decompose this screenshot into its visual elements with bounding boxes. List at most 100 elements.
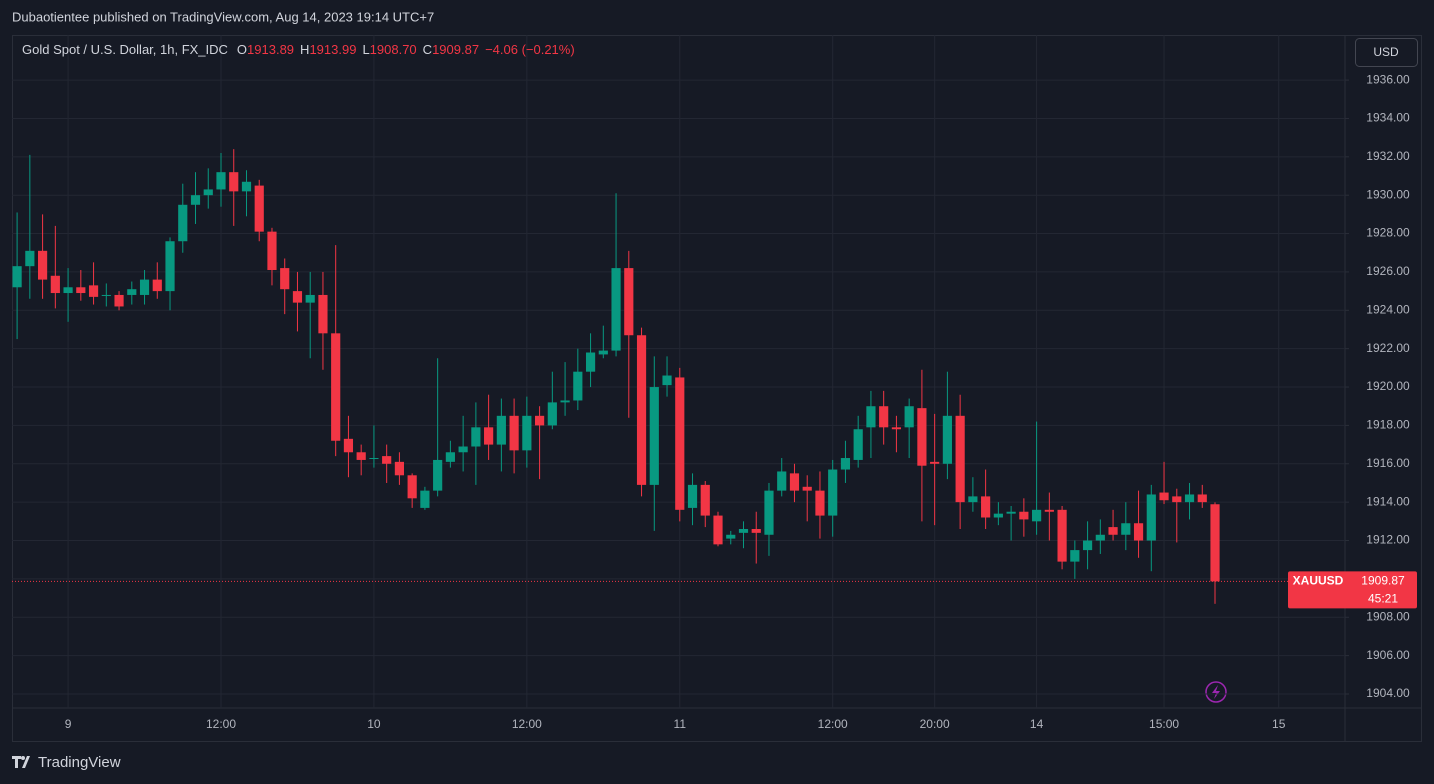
panel-border [12, 35, 1422, 742]
candle-body [675, 377, 685, 510]
currency-label[interactable]: USD [1373, 45, 1399, 59]
legend-ohlc-label: O [237, 42, 247, 57]
candle-body [777, 471, 787, 491]
candle-body [50, 275, 60, 294]
candle-body [1108, 527, 1118, 535]
candle-body [802, 486, 812, 491]
candle-body [127, 289, 137, 295]
legend-ohlc-value: 1913.89 [247, 42, 294, 57]
candle-body [369, 458, 379, 460]
y-tick-label: 1906.00 [1366, 648, 1410, 662]
candle-body [407, 475, 417, 499]
candle-body [229, 172, 239, 192]
alert-circle[interactable] [1205, 681, 1227, 703]
y-tick-label: 1912.00 [1366, 533, 1410, 547]
x-tick-label: 20:00 [920, 717, 950, 731]
candle-body [241, 181, 252, 192]
candle-body [726, 534, 736, 539]
legend: Gold Spot / U.S. Dollar, 1h, FX_IDC O1913… [22, 42, 575, 57]
candle-body [687, 484, 698, 508]
candle-body [1197, 494, 1207, 503]
alert-icon[interactable] [1205, 681, 1227, 703]
last-price-box [1288, 571, 1417, 609]
x-tick-label: 14 [1030, 717, 1044, 731]
candle-body [904, 406, 914, 428]
candle-body [305, 294, 315, 303]
alert-bolt[interactable] [1212, 685, 1220, 699]
candle-body [853, 429, 863, 460]
grid [12, 35, 1345, 708]
y-tick-label: 1926.00 [1366, 264, 1410, 278]
candle-body [484, 427, 494, 445]
candle-body [1172, 496, 1182, 503]
x-tick-label: 10 [367, 717, 381, 731]
candle-body [1121, 523, 1131, 535]
y-tick-label: 1936.00 [1366, 72, 1410, 86]
candle-body [1210, 504, 1220, 582]
legend-ohlc-value: 1909.87 [432, 42, 479, 57]
candle-body [866, 406, 876, 428]
candle-body [1133, 523, 1144, 541]
candle-body [624, 268, 634, 336]
candle-body [968, 496, 978, 503]
candle-body [254, 185, 264, 232]
y-tick-label: 1930.00 [1366, 187, 1410, 201]
candle-body [509, 415, 519, 451]
candle-body [152, 279, 162, 292]
candle-body [190, 195, 201, 205]
candle-body [433, 459, 443, 491]
candle-body [522, 415, 532, 451]
y-tick-label: 1934.00 [1366, 111, 1410, 125]
candle-body [585, 352, 596, 372]
candle-body [930, 461, 940, 464]
candle-body [356, 452, 366, 460]
legend-ohlc-label: C [423, 42, 432, 57]
candle-body [942, 415, 952, 464]
candle-body [165, 241, 175, 292]
candle-body [1044, 509, 1054, 512]
candle-body [382, 456, 392, 464]
candle-body [1146, 494, 1156, 541]
logo-mark[interactable] [12, 756, 30, 768]
candle-body [879, 406, 889, 428]
last-price-symbol: XAUUSD [1293, 574, 1344, 588]
candle-body [445, 452, 455, 462]
candle-body [280, 268, 290, 290]
x-tick-label: 12:00 [512, 717, 542, 731]
footer-brand[interactable]: TradingView [38, 754, 121, 771]
y-tick-label: 1916.00 [1366, 456, 1410, 470]
candle-body [267, 231, 277, 271]
candle-body [751, 529, 761, 533]
candle-body [1159, 492, 1169, 501]
candle-body [1057, 509, 1067, 562]
candle-body [496, 415, 506, 445]
candle-body [76, 287, 86, 294]
legend-ohlc-label: L [362, 42, 369, 57]
last-price-countdown: 45:21 [1368, 592, 1398, 606]
candle-body [25, 250, 35, 267]
candle-body [203, 189, 213, 196]
candle-body [471, 427, 481, 447]
logo-dot[interactable] [21, 756, 25, 760]
candle-body [101, 294, 111, 296]
candle-body [318, 294, 328, 334]
candle-body [88, 285, 99, 297]
candle-body [547, 402, 557, 426]
candle-body [700, 484, 710, 516]
x-tick-label: 11 [674, 717, 687, 731]
candle-body [1032, 509, 1042, 522]
y-tick-label: 1914.00 [1366, 494, 1410, 508]
publish-info: Dubaotientee published on TradingView.co… [12, 9, 434, 24]
y-tick-label: 1922.00 [1366, 341, 1410, 355]
x-tick-label: 15 [1272, 717, 1286, 731]
currency-button[interactable] [1355, 38, 1418, 67]
legend-ohlc-value: 1908.70 [370, 42, 417, 57]
candles [12, 149, 1220, 604]
x-tick-label: 9 [65, 717, 72, 731]
candle-body [1070, 550, 1080, 562]
candle-body [662, 375, 672, 386]
footer-logo[interactable] [12, 756, 30, 768]
legend-ohlc-label: H [300, 42, 309, 57]
